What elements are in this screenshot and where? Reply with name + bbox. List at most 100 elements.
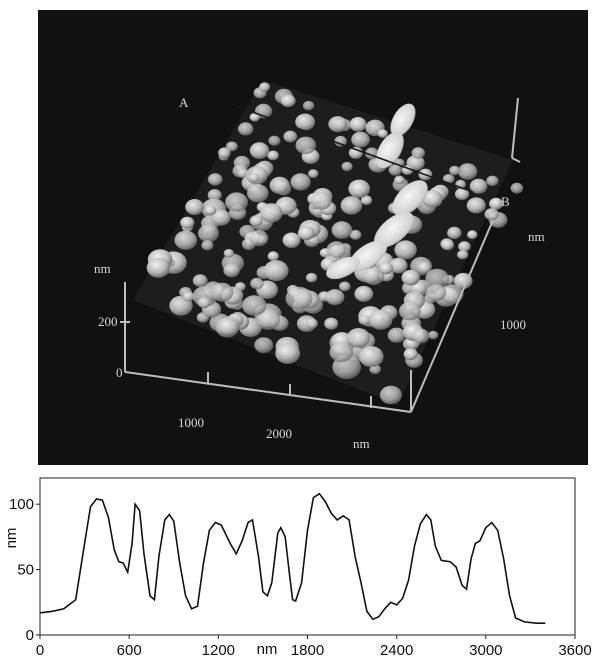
surface-grain <box>425 268 450 289</box>
surface-grain <box>411 328 430 344</box>
x-tick-label: 0 <box>36 642 44 659</box>
surface-grain <box>467 230 478 240</box>
surface-grain <box>379 262 393 275</box>
surface-grain <box>466 197 486 214</box>
surface-grain <box>249 230 269 247</box>
surface-grain <box>280 94 296 108</box>
surface-grain <box>249 215 263 227</box>
surface-grain <box>182 291 195 302</box>
scan-line-a-b <box>232 104 474 193</box>
surface-grain <box>297 226 315 241</box>
x-axis-unit-label: nm <box>353 436 370 451</box>
afm-3d-image: A B nm 200 0 1000 2000 nm nm 1000 <box>38 10 588 465</box>
surface-grain <box>310 192 332 210</box>
surface-grain <box>192 274 208 287</box>
x-tick-label: 1200 <box>202 642 235 659</box>
surface-grain <box>455 188 470 200</box>
y-tick-label: 0 <box>26 627 34 644</box>
y-axis-unit-label: nm <box>528 229 545 244</box>
surface-grain <box>218 147 231 159</box>
surface-grain <box>348 146 363 159</box>
surface-grain <box>377 129 388 138</box>
plot-frame <box>39 477 576 636</box>
surface-grain <box>331 221 353 239</box>
surface-grain <box>197 297 211 309</box>
surface-grain <box>458 241 471 252</box>
surface-grain <box>290 173 311 191</box>
x-axis-label: nm <box>257 641 278 658</box>
surface-grain <box>348 179 371 198</box>
y-tick-label: 50 <box>17 562 34 579</box>
surface-grain <box>256 309 281 330</box>
surface-grain <box>379 385 402 405</box>
surface-grain <box>250 277 264 290</box>
surface-grain <box>484 208 499 221</box>
surface-grain <box>457 250 469 260</box>
surface-grain <box>268 135 281 146</box>
surface-grain <box>399 301 421 321</box>
surface-grain <box>389 257 408 274</box>
surface-grain <box>349 229 362 240</box>
surface-grain <box>394 240 417 260</box>
surface-grain <box>510 182 524 194</box>
surface-grain <box>308 169 319 179</box>
surface-grain <box>242 295 267 316</box>
z-axis-tick-0: 0 <box>116 365 123 380</box>
height-profile-chart: 0 50 100 0 600 1200 1800 2400 3000 3600 nm nm <box>3 477 592 659</box>
x-axis-tick-2000: 2000 <box>266 426 292 441</box>
surface-grain <box>358 315 371 326</box>
surface-grain <box>449 165 461 176</box>
surface-grain <box>185 199 205 215</box>
surface-grain <box>417 261 432 274</box>
surface-grain <box>247 184 269 203</box>
surface-grain <box>354 285 374 302</box>
surface-grains <box>146 82 524 405</box>
surface-grain <box>360 195 373 205</box>
surface-grain <box>248 173 260 183</box>
surface-grain <box>180 216 195 229</box>
x-axis-tick-1000: 1000 <box>178 415 204 430</box>
surface-grain <box>347 328 371 348</box>
surface-grain <box>426 284 447 302</box>
surface-grain <box>428 330 439 340</box>
surface-grain <box>225 192 249 212</box>
surface-grain <box>349 117 367 132</box>
surface-grain <box>339 281 351 292</box>
surface-grain <box>283 130 298 143</box>
y-tick-label: 100 <box>9 496 34 513</box>
surface-grain <box>226 141 238 152</box>
x-tick-label: 1800 <box>291 642 324 659</box>
surface-grain <box>215 317 239 338</box>
afm-axis-frame <box>120 97 521 413</box>
surface-grain <box>249 112 260 122</box>
surface-grain <box>295 113 315 131</box>
surface-grain <box>269 176 290 194</box>
surface-grain <box>489 197 504 210</box>
y-axis-ticks: 0 50 100 <box>9 496 40 644</box>
afm-surface-graphic <box>120 80 524 413</box>
surface-grain <box>254 337 274 354</box>
surface-grain <box>334 135 347 147</box>
surface-grain <box>223 248 234 258</box>
surface-grain <box>275 342 301 364</box>
z-axis-tick-200: 200 <box>98 314 118 329</box>
surface-grain <box>267 150 279 161</box>
surface-grain <box>260 203 283 223</box>
surface-grain <box>249 142 270 159</box>
surface-grain <box>328 116 348 133</box>
surface-grain <box>146 257 171 278</box>
surface-grain <box>401 269 420 286</box>
surface-grain <box>211 282 234 302</box>
surface-grain <box>441 239 455 251</box>
surface-grain <box>295 136 317 155</box>
surface-grain <box>238 122 254 136</box>
surface-grain <box>303 100 315 111</box>
y-axis-tick-1000: 1000 <box>500 317 526 332</box>
surface-grain <box>351 131 370 148</box>
y-axis-label: nm <box>3 528 20 549</box>
x-tick-label: 3600 <box>558 642 591 659</box>
surface-grain <box>447 226 462 239</box>
surface-grain <box>207 189 222 202</box>
surface-grain <box>362 266 385 285</box>
surface-grain <box>285 286 313 310</box>
